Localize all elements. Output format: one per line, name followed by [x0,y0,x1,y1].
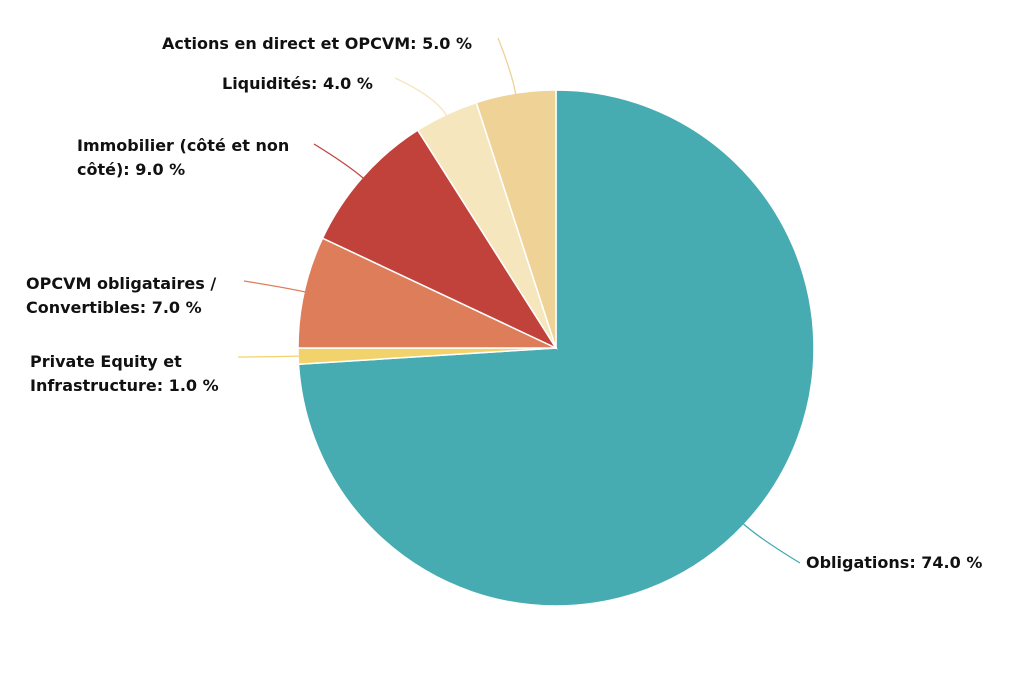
data-label: Private Equity et Infrastructure: 1.0 % [30,352,219,395]
data-label: Obligations: 74.0 % [806,553,983,572]
connector [740,521,801,564]
connector [237,355,303,358]
data-label: OPCVM obligataires / Convertibles: 7.0 % [26,274,217,317]
connector [243,280,309,294]
data-label: Liquidités: 4.0 % [222,74,373,93]
connector [313,143,366,181]
data-label: Immobilier (côté et non côté): 9.0 % [77,136,290,179]
data-label: Actions en direct et OPCVM: 5.0 % [162,34,473,53]
connector [394,77,449,119]
connector [497,37,517,98]
